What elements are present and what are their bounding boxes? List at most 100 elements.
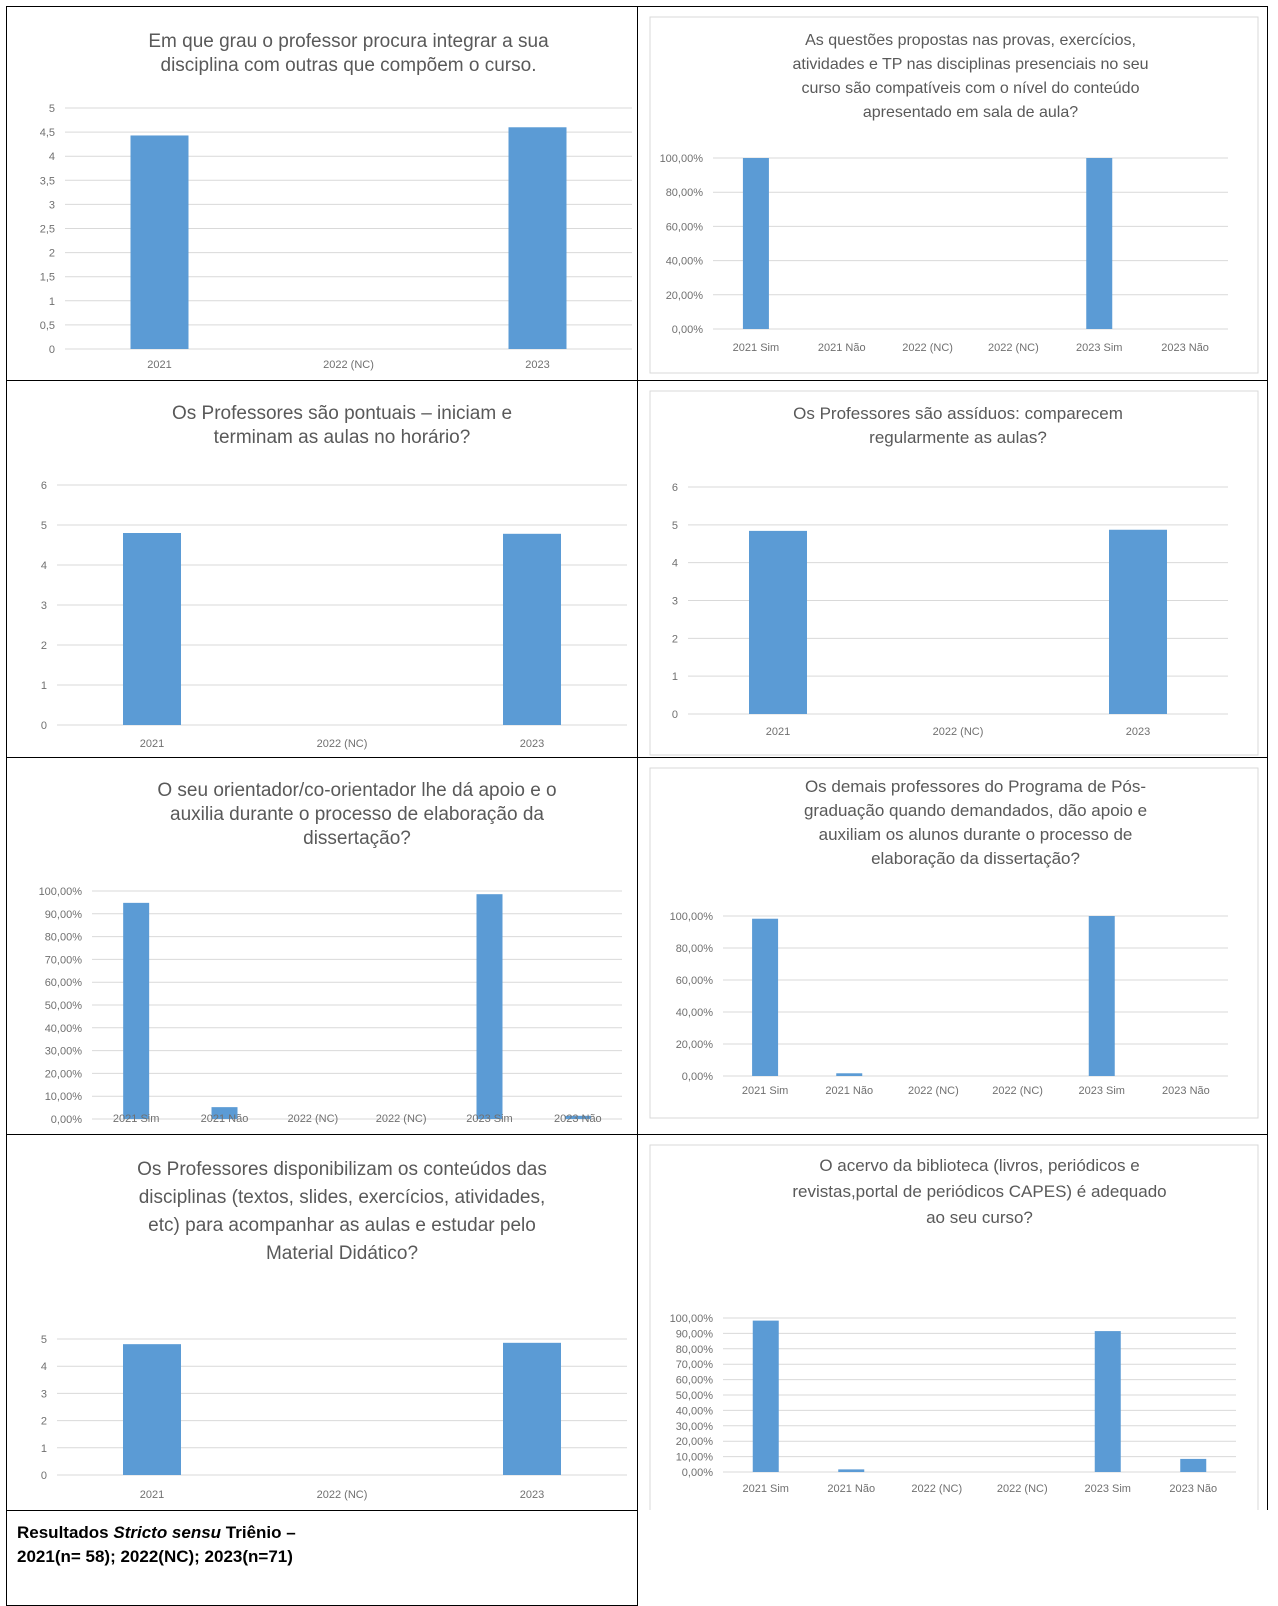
chart-title-line: dissertação? (303, 828, 411, 849)
chart-svg: Os demais professores do Programa de Pós… (649, 767, 1259, 1119)
y-tick-label: 0,5 (40, 320, 55, 332)
x-tick-label: 2023 Não (1162, 1085, 1210, 1097)
y-tick-label: 1 (672, 671, 678, 683)
y-tick-label: 50,00% (45, 1000, 83, 1012)
y-tick-label: 10,00% (676, 1452, 714, 1464)
x-tick-label: 2022 (NC) (908, 1085, 959, 1097)
y-tick-label: 90,00% (45, 909, 83, 921)
x-tick-label: 2023 (1126, 726, 1150, 738)
y-tick-label: 3 (41, 1388, 47, 1400)
chart-title-line: curso são compatíveis com o nível do con… (802, 80, 1140, 97)
y-tick-label: 10,00% (45, 1091, 83, 1103)
chart-title: O seu orientador/co-orientador lhe dá ap… (157, 780, 556, 849)
y-tick-label: 5 (41, 1334, 47, 1346)
x-tick-label: 2022 (NC) (317, 1489, 368, 1501)
y-tick-label: 40,00% (676, 1007, 714, 1019)
chart-title: As questões propostas nas provas, exercí… (792, 32, 1148, 121)
x-tick-label: 2021 Não (201, 1113, 249, 1125)
x-tick-label: 2022 (NC) (287, 1113, 338, 1125)
y-tick-label: 20,00% (45, 1068, 83, 1080)
y-tick-label: 0 (41, 1470, 47, 1482)
y-tick-label: 4,5 (40, 127, 55, 139)
x-tick-label: 2023 (520, 1489, 544, 1501)
bar (752, 1320, 779, 1472)
chart-title-line: terminam as aulas no horário? (214, 427, 471, 448)
x-tick-label: 2023 Não (1169, 1483, 1217, 1495)
chart-frame (649, 767, 1259, 1119)
y-tick-label: 100,00% (660, 153, 704, 165)
chart-title: Os Professores disponibilizam os conteúd… (137, 1159, 547, 1264)
chart-title-line: disciplinas (textos, slides, exercícios,… (139, 1187, 546, 1208)
x-tick-label: 2021 Sim (113, 1113, 159, 1125)
y-tick-label: 0,00% (51, 1114, 82, 1126)
y-tick-label: 4 (672, 558, 678, 570)
chart-integracao-disciplinas: Em que grau o professor procura integrar… (6, 6, 638, 381)
x-tick-label: 2021 Não (825, 1085, 873, 1097)
chart-title-line: regularmente as aulas? (869, 428, 1047, 447)
y-tick-label: 4 (41, 560, 47, 572)
bar (1109, 529, 1167, 714)
chart-title-line: revistas,portal de periódicos CAPES) é a… (792, 1182, 1166, 1201)
y-tick-label: 0 (41, 720, 47, 732)
y-tick-label: 1,5 (40, 272, 55, 284)
y-tick-label: 40,00% (666, 256, 704, 268)
chart-title-line: etc) para acompanhar as aulas e estudar … (148, 1215, 536, 1236)
chart-svg: As questões propostas nas provas, exercí… (649, 16, 1259, 374)
chart-title-line: Material Didático? (266, 1243, 418, 1264)
chart-svg: Os Professores são pontuais – iniciam e t… (41, 403, 627, 750)
y-tick-label: 0 (672, 709, 678, 721)
chart-title: Os Professores são assíduos: comparecem r… (793, 404, 1123, 447)
x-tick-label: 2021 (147, 359, 171, 371)
caption-sample-sizes: 2021(n= 58); 2022(NC); 2023(n=71) (17, 1547, 293, 1566)
y-tick-label: 3 (49, 199, 55, 211)
y-tick-label: 2 (672, 633, 678, 645)
chart-svg: Os Professores disponibilizam os conteúd… (41, 1159, 627, 1501)
x-tick-label: 2023 (525, 359, 549, 371)
y-tick-label: 3 (672, 596, 678, 608)
y-tick-label: 50,00% (676, 1390, 714, 1402)
chart-title-line: O seu orientador/co-orientador lhe dá ap… (157, 780, 556, 801)
y-tick-label: 70,00% (45, 954, 83, 966)
x-tick-label: 2023 Não (554, 1113, 602, 1125)
chart-svg: Em que grau o professor procura integrar… (40, 31, 632, 371)
y-tick-label: 60,00% (45, 977, 83, 989)
chart-title-line: auxilia durante o processo de elaboração… (170, 804, 544, 825)
chart-questoes-compativeis: As questões propostas nas provas, exercí… (637, 6, 1268, 381)
x-tick-label: 2023 Sim (1079, 1085, 1125, 1097)
caption-italic: Stricto sensu (113, 1523, 222, 1542)
bar (836, 1073, 863, 1076)
y-tick-label: 0,00% (682, 1467, 713, 1479)
x-tick-label: 2021 (140, 1489, 164, 1501)
x-tick-label: 2022 (NC) (911, 1483, 962, 1495)
bar (749, 530, 807, 714)
caption-prefix: Resultados (17, 1523, 114, 1542)
bar (564, 1115, 591, 1119)
chart-title-line: Os Professores são assíduos: comparecem (793, 404, 1123, 423)
chart-title-line: Os Professores disponibilizam os conteúd… (137, 1159, 547, 1180)
y-tick-label: 6 (41, 480, 47, 492)
y-tick-label: 70,00% (676, 1359, 714, 1371)
chart-frame (649, 1144, 1259, 1510)
y-tick-label: 20,00% (666, 290, 704, 302)
x-tick-label: 2021 Não (827, 1483, 875, 1495)
y-tick-label: 80,00% (676, 943, 714, 955)
chart-title-line: elaboração da dissertação? (871, 849, 1080, 868)
bar (1180, 1458, 1207, 1472)
bar (476, 894, 503, 1119)
y-tick-label: 2 (41, 640, 47, 652)
bar (1094, 1331, 1121, 1472)
caption-suffix: Triênio – (221, 1523, 296, 1542)
y-tick-label: 20,00% (676, 1436, 714, 1448)
bar (752, 918, 779, 1076)
x-tick-label: 2022 (NC) (323, 359, 374, 371)
x-tick-label: 2022 (NC) (988, 342, 1039, 354)
bar (123, 902, 150, 1119)
chart-professores-assiduos: Os Professores são assíduos: comparecem r… (637, 380, 1268, 758)
y-tick-label: 1 (41, 1443, 47, 1455)
y-tick-label: 2,5 (40, 224, 55, 236)
chart-title-line: As questões propostas nas provas, exercí… (805, 32, 1136, 49)
bar (1088, 916, 1115, 1076)
y-tick-label: 60,00% (676, 1375, 714, 1387)
chart-svg: Os Professores são assíduos: comparecem r… (649, 390, 1259, 756)
x-tick-label: 2021 Não (818, 342, 866, 354)
